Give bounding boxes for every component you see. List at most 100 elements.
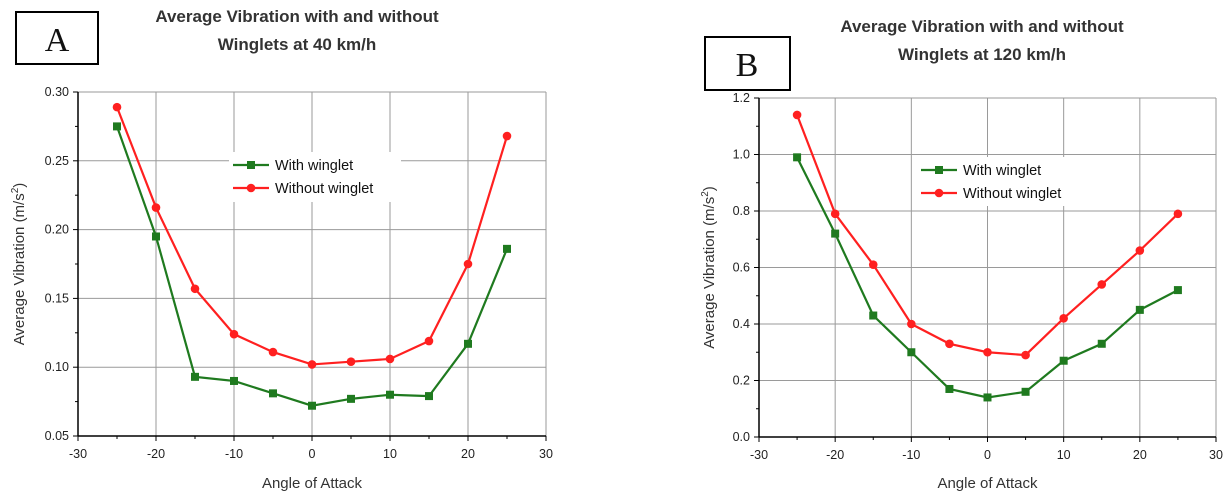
y-axis-label-superscript: 2 [700,191,711,197]
data-point-circle [112,102,122,112]
data-point-square [945,384,954,393]
data-point-circle [907,319,916,329]
data-point-square [308,401,316,410]
data-point-square [191,372,199,381]
data-point-square [152,232,160,241]
y-tick-label: 0.30 [45,85,69,99]
data-point-circle [502,131,512,141]
data-point-circle [868,260,878,269]
y-axis-label-superscript: 2 [10,187,21,193]
x-axis-label: Angle of Attack [262,475,363,492]
data-point-circle [945,339,954,349]
x-tick-label: 0 [984,448,991,462]
x-tick-label: -30 [69,447,87,461]
data-point-circle [830,209,840,219]
legend-box [229,152,401,202]
data-point-square [831,229,840,238]
data-point-square [113,122,121,131]
panel-label: A [45,22,70,59]
x-tick-label: -10 [225,447,243,461]
data-point-circle [307,360,317,369]
data-point-square [983,393,992,402]
chart-title-line: Winglets at 120 km/h [898,45,1066,64]
data-point-circle [385,354,395,364]
x-tick-label: -30 [750,448,768,462]
data-point-square [1021,387,1030,396]
y-tick-label: 1.2 [733,91,750,105]
data-point-circle [1097,280,1107,289]
y-tick-label: 0.0 [733,430,750,444]
x-tick-label: 20 [461,447,475,461]
y-tick-label: 1.0 [733,148,750,162]
data-point-circle [983,347,992,357]
legend-label: With winglet [275,158,353,174]
data-point-circle [1173,209,1183,219]
y-axis-label: Average Vibration (m/s2) [10,183,28,346]
y-tick-label: 0.10 [45,360,69,374]
chart-title-line: Average Vibration with and without [155,7,439,26]
data-point-square [425,392,433,401]
data-point-square [907,348,916,357]
data-point-circle [229,329,239,339]
y-tick-label: 0.2 [733,374,750,388]
data-point-circle [463,259,473,269]
chart-title-line: Average Vibration with and without [840,17,1124,36]
data-point-square [1173,286,1182,295]
y-tick-label: 0.8 [733,204,750,218]
data-point-circle [792,110,802,120]
panel-label-box [704,36,791,91]
data-point-square [793,153,802,162]
data-point-square [869,311,878,320]
data-point-square [386,390,394,399]
x-tick-label: -20 [826,448,844,462]
legend-box [917,157,1092,206]
legend-label: Without winglet [275,181,373,197]
x-tick-label: 30 [1209,448,1223,462]
data-point-square [1097,339,1106,348]
data-point-circle [1059,314,1068,323]
x-tick-label: -10 [902,448,920,462]
x-axis-label: Angle of Attack [937,475,1038,492]
chart-panel-b: Average Vibration with and without Wingle… [700,17,1223,492]
y-tick-label: 0.25 [45,154,69,168]
legend-marker-square [935,166,943,174]
data-point-square [1059,356,1068,365]
x-tick-label: 0 [309,447,316,461]
data-point-circle [1135,246,1145,255]
legend-label: Without winglet [963,186,1061,202]
y-tick-label: 0.05 [45,429,69,443]
y-axis-label-text: ) [11,183,28,188]
data-point-circle [268,347,278,357]
legend-marker-square [247,161,255,169]
legend-marker-circle [934,188,944,198]
x-tick-label: -20 [147,447,165,461]
data-point-square [347,394,355,403]
y-axis-label-text: ) [701,186,718,191]
legend-marker-circle [246,183,256,193]
data-point-circle [1021,350,1030,360]
y-axis-label-text: Average Vibration (m/s [11,193,28,345]
panel-label-box [15,11,99,65]
data-point-circle [346,357,356,366]
x-tick-label: 10 [383,447,397,461]
y-tick-label: 0.15 [45,291,69,305]
data-point-circle [190,284,200,294]
data-point-square [269,389,277,398]
x-tick-label: 30 [539,447,553,461]
data-point-circle [424,336,434,346]
chart-panel-a: Average Vibration with and without Wingle… [10,7,553,492]
y-tick-label: 0.4 [733,317,750,331]
y-axis-label-text: Average Vibration (m/s [701,197,718,349]
y-tick-label: 0.6 [733,261,750,275]
x-tick-label: 20 [1133,448,1147,462]
data-point-square [464,339,472,348]
panel-label: B [736,47,759,84]
y-axis-label: Average Vibration (m/s2) [700,186,718,349]
chart-title-line: Winglets at 40 km/h [218,35,377,54]
data-point-circle [151,203,161,212]
data-point-square [503,244,511,253]
y-tick-label: 0.20 [45,223,69,237]
x-tick-label: 10 [1057,448,1071,462]
legend-label: With winglet [963,163,1041,179]
